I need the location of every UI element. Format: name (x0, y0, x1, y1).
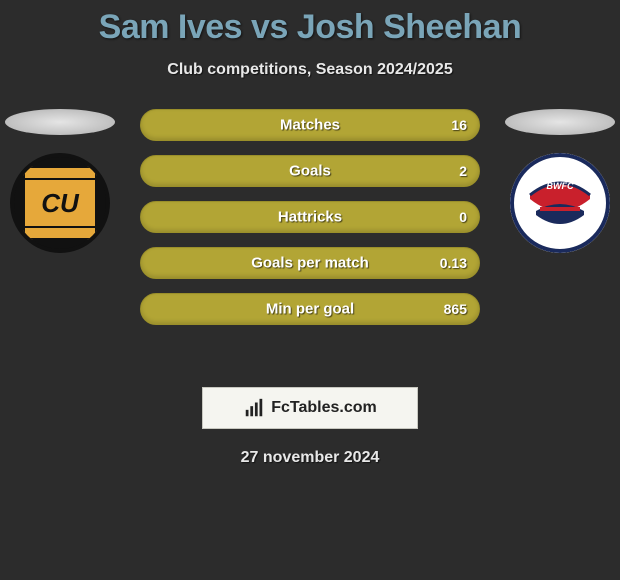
club-badge-left-text: CU (23, 166, 97, 240)
page-title: Sam Ives vs Josh Sheehan (0, 0, 620, 47)
stat-value-right: 0.13 (440, 255, 467, 271)
stat-bar-min-per-goal: Min per goal 865 (140, 293, 480, 325)
player-right-column: BWFC (500, 109, 620, 253)
stat-value-right: 0 (459, 209, 467, 225)
comparison-panel: CU BWFC Matches 16 Goals 2 Hattricks 0 (0, 109, 620, 369)
svg-text:BWFC: BWFC (547, 181, 574, 191)
stat-bar-goals: Goals 2 (140, 155, 480, 187)
footer-date: 27 november 2024 (0, 449, 620, 467)
stat-bar-goals-per-match: Goals per match 0.13 (140, 247, 480, 279)
subtitle: Club competitions, Season 2024/2025 (0, 61, 620, 79)
stat-value-right: 16 (451, 117, 467, 133)
player-left-avatar-placeholder (5, 109, 115, 135)
chart-icon (243, 397, 265, 419)
club-badge-right: BWFC (510, 153, 610, 253)
stat-value-right: 2 (459, 163, 467, 179)
stat-label: Goals per match (251, 255, 369, 272)
stat-value-right: 865 (444, 301, 467, 317)
stat-bars: Matches 16 Goals 2 Hattricks 0 Goals per… (140, 109, 480, 325)
stat-bar-matches: Matches 16 (140, 109, 480, 141)
stat-label: Min per goal (266, 301, 354, 318)
player-left-column: CU (0, 109, 120, 253)
source-badge-text: FcTables.com (271, 399, 377, 417)
stat-label: Matches (280, 117, 340, 134)
bwfc-crest-icon: BWFC (510, 153, 610, 253)
player-right-avatar-placeholder (505, 109, 615, 135)
stat-label: Goals (289, 163, 331, 180)
stat-label: Hattricks (278, 209, 342, 226)
stat-bar-hattricks: Hattricks 0 (140, 201, 480, 233)
club-badge-left: CU (10, 153, 110, 253)
source-badge: FcTables.com (202, 387, 418, 429)
